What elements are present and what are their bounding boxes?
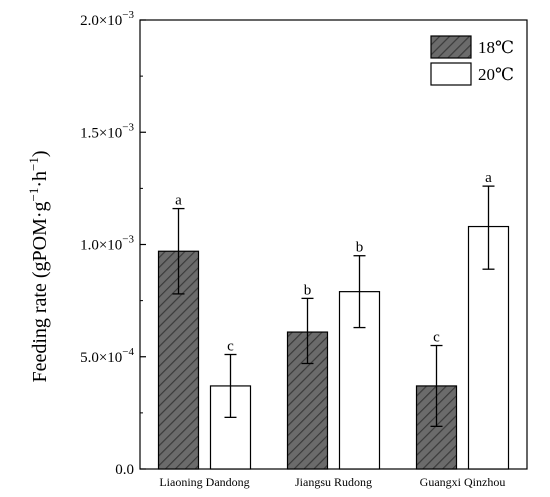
y-axis-label-part: −1 — [26, 157, 41, 171]
y-tick-exponent: −4 — [122, 346, 134, 358]
legend-label: 20℃ — [478, 65, 514, 84]
legend-label: 18℃ — [478, 38, 514, 57]
legend-swatch — [430, 62, 472, 86]
y-tick-mantissa: 1.5×10 — [80, 125, 122, 141]
significance-letter: b — [304, 282, 312, 298]
y-axis-label-part: Feeding rate (gPOM·g — [29, 201, 51, 382]
plot-area: 0.05.0×10−41.0×10−31.5×10−32.0×10−3Feedi… — [26, 9, 528, 489]
y-tick-exponent: −3 — [122, 234, 134, 246]
significance-letter: a — [485, 170, 492, 186]
y-tick-label: 0.0 — [115, 462, 134, 478]
y-axis-label: Feeding rate (gPOM·g−1·h−1) — [26, 150, 51, 382]
y-tick-mantissa: 1.0×10 — [80, 238, 122, 254]
y-tick-mantissa: 5.0×10 — [80, 350, 122, 366]
y-tick-mantissa: 2.0×10 — [80, 13, 122, 29]
y-tick-label: 1.0×10−3 — [80, 234, 134, 254]
y-tick-label: 2.0×10−3 — [80, 9, 134, 29]
legend-swatch — [430, 35, 472, 59]
y-axis-label-part: ·h — [29, 171, 51, 188]
y-tick-exponent: −3 — [122, 121, 134, 133]
y-tick-exponent: −3 — [122, 9, 134, 21]
y-tick-label: 5.0×10−4 — [80, 346, 134, 366]
significance-letter: c — [227, 339, 234, 355]
significance-letter: c — [433, 330, 440, 346]
y-axis-label-part: ) — [29, 150, 51, 157]
significance-letter: b — [356, 240, 364, 256]
y-tick-label: 1.5×10−3 — [80, 121, 134, 141]
y-axis-label-part: −1 — [26, 188, 41, 202]
x-tick-label: Guangxi Qinzhou — [420, 475, 506, 489]
significance-letter: a — [175, 193, 182, 209]
x-tick-label: Liaoning Dandong — [159, 475, 249, 489]
x-tick-label: Jiangsu Rudong — [295, 475, 372, 489]
